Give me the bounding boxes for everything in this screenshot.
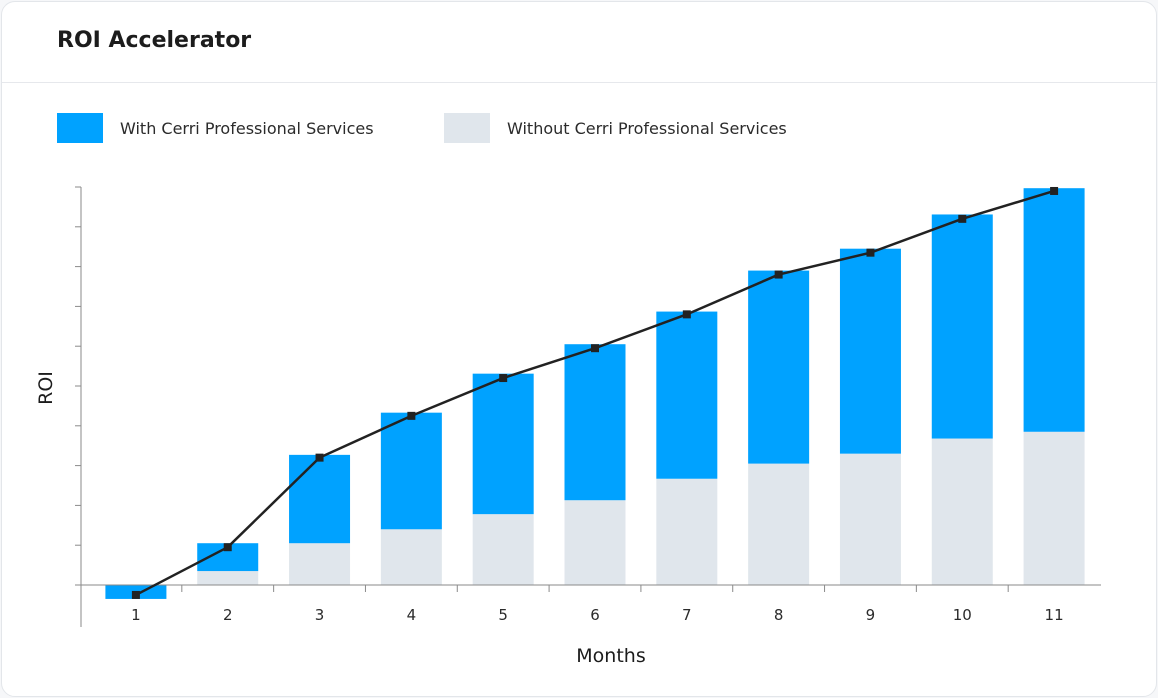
card-title: ROI Accelerator (57, 28, 252, 53)
legend-label-without: Without Cerri Professional Services (507, 118, 787, 138)
x-tick-label-8: 8 (774, 606, 784, 624)
x-tick-label-11: 11 (1045, 606, 1064, 624)
legend-swatch-without (444, 113, 490, 143)
bar-with-4 (380, 412, 442, 530)
bar-without-6 (564, 500, 626, 585)
x-tick-label-3: 3 (315, 606, 325, 624)
bar-with-11 (1023, 188, 1085, 432)
legend-label-with: With Cerri Professional Services (120, 118, 374, 138)
line-point-8 (774, 270, 783, 279)
bar-without-3 (289, 543, 351, 585)
line-layer (131, 186, 1059, 599)
x-tick-label-1: 1 (131, 606, 141, 624)
bar-without-11 (1023, 431, 1085, 585)
bar-without-7 (656, 478, 718, 585)
card-header: ROI Accelerator (2, 2, 1156, 83)
line-point-5 (499, 374, 508, 383)
bar-with-3 (289, 454, 351, 544)
y-axis-title: ROI (35, 371, 57, 405)
bar-with-5 (472, 373, 534, 515)
bar-without-10 (931, 438, 993, 585)
bar-with-8 (748, 270, 810, 464)
line-point-1 (131, 590, 140, 599)
x-tick-label-4: 4 (407, 606, 417, 624)
x-tick-label-2: 2 (223, 606, 233, 624)
line-point-7 (682, 310, 691, 319)
bar-without-9 (839, 453, 901, 585)
bar-without-4 (380, 529, 442, 585)
bar-with-9 (839, 248, 901, 454)
x-tick-label-6: 6 (590, 606, 600, 624)
line-point-6 (591, 344, 599, 353)
line-point-3 (315, 453, 324, 462)
x-tick-label-9: 9 (866, 606, 876, 624)
legend-item-without: Without Cerri Professional Services (444, 113, 787, 143)
x-tick-label-10: 10 (953, 606, 972, 624)
legend-item-with: With Cerri Professional Services (57, 113, 374, 143)
bar-with-7 (656, 311, 718, 479)
bar-without-2 (197, 571, 259, 585)
labels-layer: 1 2 3 4 5 6 7 8 9 10 11 Months ROI (35, 371, 1064, 667)
line-point-4 (407, 411, 416, 420)
x-tick-label-7: 7 (682, 606, 692, 624)
x-axis-title: Months (576, 645, 645, 667)
bars-layer (105, 188, 1085, 599)
line-point-11 (1050, 186, 1059, 195)
bar-without-5 (472, 514, 534, 585)
line-point-10 (958, 214, 967, 223)
bar-with-6 (564, 344, 626, 501)
bar-with-10 (931, 214, 993, 439)
bar-without-8 (748, 463, 810, 585)
line-point-2 (223, 543, 232, 552)
axes-layer (75, 186, 1101, 627)
x-tick-label-5: 5 (498, 606, 508, 624)
legend-swatch-with (57, 113, 103, 143)
line-point-9 (866, 248, 875, 257)
